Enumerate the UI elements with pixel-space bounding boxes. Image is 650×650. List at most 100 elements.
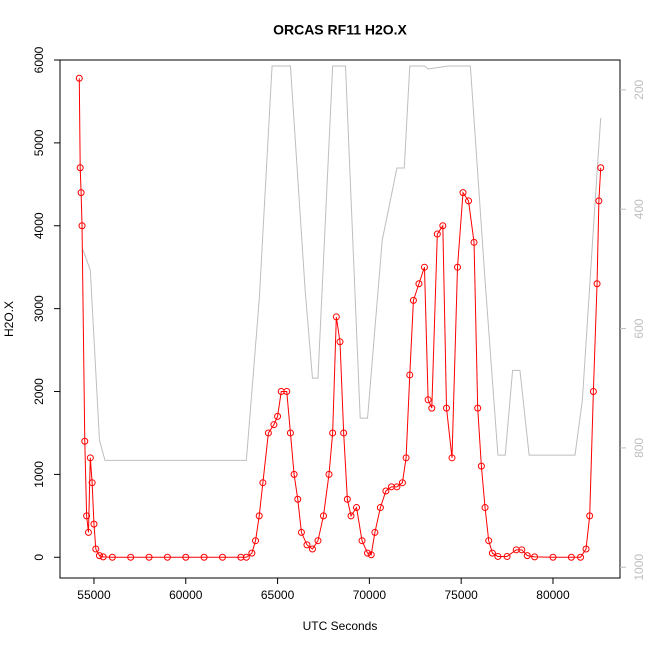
data-point xyxy=(549,553,557,561)
x-tick-label: 60000 xyxy=(169,588,203,602)
data-point xyxy=(95,552,103,560)
data-point xyxy=(283,388,291,396)
data-point xyxy=(84,528,92,536)
y2-tick-label: 200 xyxy=(632,80,646,100)
data-point xyxy=(76,164,84,172)
data-point xyxy=(439,222,447,230)
data-point xyxy=(597,164,605,172)
y-tick-label: 5000 xyxy=(32,129,46,156)
y2-tick-label: 800 xyxy=(632,438,646,458)
data-point xyxy=(90,520,98,528)
data-point xyxy=(494,552,502,560)
data-point xyxy=(252,537,260,545)
data-point xyxy=(340,429,348,437)
data-point xyxy=(531,553,539,561)
data-point xyxy=(589,388,597,396)
data-point xyxy=(415,280,423,288)
x-tick-label: 70000 xyxy=(353,588,387,602)
data-point xyxy=(347,512,355,520)
data-point xyxy=(402,454,410,462)
data-point xyxy=(242,553,250,561)
data-point xyxy=(81,437,89,445)
data-point xyxy=(77,189,85,197)
data-point xyxy=(367,551,375,559)
data-point xyxy=(290,470,298,478)
data-point xyxy=(353,504,361,512)
data-point xyxy=(474,404,482,412)
data-point xyxy=(382,487,390,495)
data-point xyxy=(358,537,366,545)
data-point xyxy=(332,313,340,321)
data-point xyxy=(259,479,267,487)
y-tick-label: 0 xyxy=(32,554,46,561)
data-point xyxy=(325,470,333,478)
data-point xyxy=(314,537,322,545)
data-point xyxy=(274,412,282,420)
y-axis-label: H2O.X xyxy=(2,301,16,337)
data-point xyxy=(567,553,575,561)
data-point xyxy=(428,404,436,412)
data-point xyxy=(448,454,456,462)
data-point xyxy=(182,553,190,561)
data-point xyxy=(108,553,116,561)
data-point xyxy=(593,280,601,288)
data-point xyxy=(503,552,511,560)
data-point xyxy=(99,553,107,561)
data-point xyxy=(577,553,585,561)
data-point xyxy=(582,545,590,553)
data-point xyxy=(376,504,384,512)
data-point xyxy=(329,429,337,437)
data-point xyxy=(294,495,302,503)
data-point xyxy=(477,462,485,470)
data-point xyxy=(406,371,414,379)
data-point xyxy=(270,421,278,429)
data-point xyxy=(518,546,526,554)
data-point xyxy=(364,549,372,557)
data-point xyxy=(481,504,489,512)
y-tick-label: 4000 xyxy=(32,212,46,239)
chart-title: ORCAS RF11 H2O.X xyxy=(273,22,407,38)
y-tick-label: 6000 xyxy=(32,46,46,73)
data-point xyxy=(200,553,208,561)
data-point xyxy=(286,429,294,437)
data-point xyxy=(75,74,83,82)
data-point xyxy=(163,553,171,561)
y-tick-label: 2000 xyxy=(32,378,46,405)
data-point xyxy=(336,338,344,346)
data-point xyxy=(264,429,272,437)
data-point xyxy=(409,296,417,304)
y2-tick-label: 600 xyxy=(632,318,646,338)
x-tick-label: 55000 xyxy=(77,588,111,602)
series-line xyxy=(78,78,602,558)
x-axis-label: UTC Seconds xyxy=(303,619,378,633)
y-tick-label: 1000 xyxy=(32,461,46,488)
data-point xyxy=(393,483,401,491)
data-point xyxy=(454,263,462,271)
data-point xyxy=(586,512,594,520)
x-tick-label: 80000 xyxy=(536,588,570,602)
data-point xyxy=(523,552,531,560)
data-point xyxy=(248,549,256,557)
data-point xyxy=(485,537,493,545)
data-point xyxy=(488,549,496,557)
x-tick-label: 75000 xyxy=(444,588,478,602)
data-point xyxy=(470,238,478,246)
data-point xyxy=(371,528,379,536)
data-point xyxy=(433,230,441,238)
data-point xyxy=(308,545,316,553)
data-point xyxy=(78,222,86,230)
data-point xyxy=(92,545,100,553)
y-tick-label: 3000 xyxy=(32,295,46,322)
data-point xyxy=(88,479,96,487)
data-point xyxy=(86,454,94,462)
data-point xyxy=(343,495,351,503)
data-point xyxy=(459,189,467,197)
data-point xyxy=(255,512,263,520)
plot-frame xyxy=(59,59,621,579)
series-line xyxy=(82,65,602,461)
data-point xyxy=(303,541,311,549)
y2-tick-label: 400 xyxy=(632,199,646,219)
data-point xyxy=(424,396,432,404)
